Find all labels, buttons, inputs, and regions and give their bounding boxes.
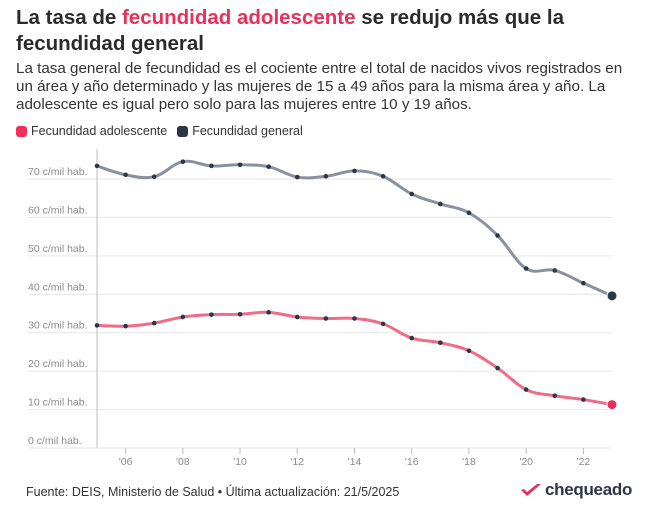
title-suffix: se redujo más que la fecundidad general xyxy=(16,6,564,55)
y-tick-label: 30 c/mil hab. xyxy=(28,320,88,332)
title-highlight: fecundidad adolescente xyxy=(121,6,356,29)
data-point-adolescente[interactable] xyxy=(151,320,157,326)
legend-label-adolescente: Fecundidad adolescente xyxy=(31,124,168,138)
data-point-general[interactable] xyxy=(151,174,157,179)
chart-subtitle: La tasa general de fecundidad es el coci… xyxy=(16,60,623,113)
data-point-adolescente[interactable] xyxy=(323,316,329,321)
data-point-adolescente[interactable] xyxy=(606,399,618,411)
x-tick-label: '12 xyxy=(290,456,304,468)
data-point-adolescente[interactable] xyxy=(180,314,186,320)
data-point-adolescente[interactable] xyxy=(352,316,357,321)
chequeado-check-icon xyxy=(521,484,541,496)
data-point-adolescente[interactable] xyxy=(438,340,443,346)
brand-name: chequeado xyxy=(545,480,633,499)
data-point-adolescente[interactable] xyxy=(409,335,415,341)
data-point-general[interactable] xyxy=(94,163,100,169)
legend-swatch-adolescente xyxy=(16,125,27,137)
data-point-general[interactable] xyxy=(266,164,271,170)
y-tick-label: 40 c/mil hab. xyxy=(28,281,88,293)
data-point-general[interactable] xyxy=(466,210,472,216)
data-point-general[interactable] xyxy=(495,233,500,238)
x-tick-label: '14 xyxy=(348,456,362,468)
data-point-adolescente[interactable] xyxy=(294,314,300,320)
data-point-adolescente[interactable] xyxy=(552,393,558,399)
data-point-general[interactable] xyxy=(352,168,357,174)
x-tick-label: '18 xyxy=(462,456,476,468)
x-tick-label: '22 xyxy=(577,456,591,468)
data-point-general[interactable] xyxy=(123,172,128,178)
data-point-general[interactable] xyxy=(209,163,214,169)
legend-swatch-general xyxy=(177,125,189,137)
data-point-adolescente[interactable] xyxy=(523,387,529,392)
x-tick-label: '06 xyxy=(119,456,133,468)
data-point-general[interactable] xyxy=(552,268,558,273)
data-point-adolescente[interactable] xyxy=(266,310,271,315)
source-footer: Fuente: DEIS, Ministerio de Salud • Últi… xyxy=(26,485,400,499)
chart-title: La tasa de fecundidad adolescente se red… xyxy=(16,5,636,57)
line-chart: 0 c/mil hab. 10 c/mil hab. 20 c/mil hab. 30… xyxy=(28,149,618,468)
data-point-adolescente[interactable] xyxy=(380,321,386,327)
data-point-adolescente[interactable] xyxy=(466,348,472,354)
data-point-adolescente[interactable] xyxy=(94,323,100,328)
data-point-general[interactable] xyxy=(523,266,529,271)
legend-item-general[interactable]: Fecundidad general xyxy=(177,124,303,138)
legend-label-general: Fecundidad general xyxy=(192,124,303,138)
data-point-general[interactable] xyxy=(180,159,186,165)
axes: 0 c/mil hab. 10 c/mil hab. 20 c/mil hab. 30… xyxy=(28,149,590,468)
x-tick-label: '08 xyxy=(176,456,190,468)
y-tick-label: 20 c/mil hab. xyxy=(28,358,88,370)
brand-logo[interactable]: chequeado xyxy=(520,480,632,500)
data-point-adolescente[interactable] xyxy=(209,312,214,317)
x-tick-label: '16 xyxy=(405,456,419,468)
data-point-general[interactable] xyxy=(294,174,300,180)
data-point-adolescente[interactable] xyxy=(495,365,500,371)
data-point-general[interactable] xyxy=(581,280,586,286)
data-point-adolescente[interactable] xyxy=(581,397,586,402)
data-point-adolescente[interactable] xyxy=(237,311,243,317)
y-tick-label: 70 c/mil hab. xyxy=(28,166,88,178)
grid xyxy=(28,178,612,449)
y-tick-label: 60 c/mil hab. xyxy=(28,204,88,216)
series xyxy=(94,159,618,411)
legend: Fecundidad adolescente Fecundidad genera… xyxy=(16,124,313,138)
y-tick-label: 50 c/mil hab. xyxy=(28,243,88,255)
data-point-adolescente[interactable] xyxy=(123,323,128,329)
data-point-general[interactable] xyxy=(606,290,618,302)
data-point-general[interactable] xyxy=(237,162,243,168)
data-point-general[interactable] xyxy=(438,201,443,207)
x-tick-label: '20 xyxy=(519,456,533,468)
series-line-general[interactable] xyxy=(95,159,614,298)
data-point-general[interactable] xyxy=(380,174,386,179)
title-prefix: La tasa de xyxy=(16,6,122,29)
y-tick-label: 10 c/mil hab. xyxy=(28,397,88,409)
y-tick-label: 0 c/mil hab. xyxy=(28,435,82,447)
series-line-adolescente[interactable] xyxy=(95,310,614,407)
legend-item-adolescente[interactable]: Fecundidad adolescente xyxy=(16,124,167,138)
data-point-general[interactable] xyxy=(323,174,329,179)
x-tick-label: '10 xyxy=(233,456,247,468)
data-point-general[interactable] xyxy=(409,191,415,197)
